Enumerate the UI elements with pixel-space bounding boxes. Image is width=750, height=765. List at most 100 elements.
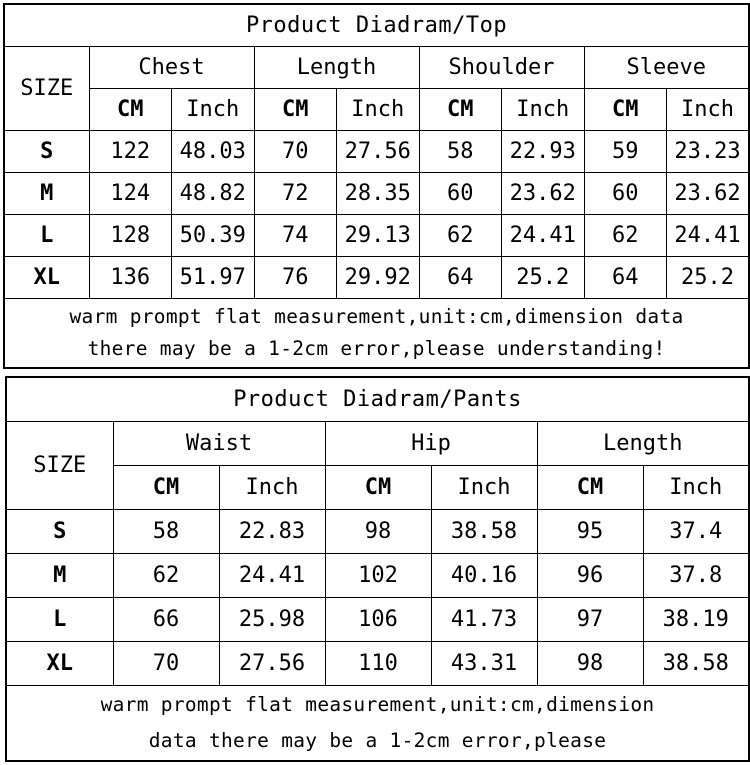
table-title: Product Diadram/Pants [5, 376, 750, 422]
value-cell: 48.82 [171, 171, 255, 215]
note-line-1: warm prompt flat measurement,unit:cm,dim… [69, 304, 684, 328]
value-cell: 102 [324, 552, 432, 598]
title-row: Product Diadram/Top [3, 3, 750, 47]
value-cell: 98 [324, 508, 432, 554]
size-cell: M [3, 171, 90, 215]
value-cell: 64 [583, 255, 667, 299]
size-cell: XL [3, 255, 90, 299]
value-cell: 124 [88, 171, 172, 215]
table-row: XL 70 27.56 110 43.31 98 38.58 [5, 640, 750, 686]
pants-size-table: Product Diadram/Pants SIZE Waist Hip Length C… [5, 376, 750, 762]
value-cell: 50.39 [171, 213, 255, 257]
size-cell: M [5, 552, 114, 598]
value-cell: 97 [536, 596, 644, 642]
value-cell: 62 [112, 552, 220, 598]
value-cell: 74 [253, 213, 337, 257]
unit-header-inch: Inch [336, 87, 420, 131]
unit-header-row: CM Inch CM Inch CM Inch [6, 464, 750, 510]
value-cell: 58 [418, 129, 502, 173]
size-cell: L [5, 596, 114, 642]
unit-header-inch: Inch [642, 464, 750, 510]
note-line-1: warm prompt flat measurement,unit:cm,dim… [100, 692, 655, 716]
value-cell: 37.8 [642, 552, 750, 598]
table-title: Product Diadram/Top [3, 3, 750, 47]
note-row: warm prompt flat measurement,unit:cm,dim… [3, 297, 750, 369]
value-cell: 38.58 [642, 640, 750, 686]
table-row: S 122 48.03 70 27.56 58 22.93 59 23.23 [3, 129, 750, 173]
size-header: SIZE [5, 420, 114, 510]
note-row: warm prompt flat measurement,unit:cm,dim… [5, 684, 750, 762]
value-cell: 64 [418, 255, 502, 299]
value-cell: 60 [583, 171, 667, 215]
value-cell: 66 [112, 596, 220, 642]
value-cell: 23.23 [666, 129, 750, 173]
value-cell: 48.03 [171, 129, 255, 173]
size-cell: L [3, 213, 90, 257]
value-cell: 40.16 [430, 552, 538, 598]
group-header: Hip [324, 420, 538, 466]
group-header: Shoulder [418, 45, 585, 89]
value-cell: 24.41 [501, 213, 585, 257]
value-cell: 58 [112, 508, 220, 554]
value-cell: 38.19 [642, 596, 750, 642]
unit-header-cm: CM [583, 87, 667, 131]
value-cell: 24.41 [218, 552, 326, 598]
value-cell: 76 [253, 255, 337, 299]
value-cell: 25.2 [666, 255, 750, 299]
value-cell: 128 [88, 213, 172, 257]
group-header: Sleeve [583, 45, 750, 89]
value-cell: 43.31 [430, 640, 538, 686]
value-cell: 95 [536, 508, 644, 554]
value-cell: 98 [536, 640, 644, 686]
value-cell: 23.62 [666, 171, 750, 215]
unit-header-row: CM Inch CM Inch CM Inch CM Inch [4, 87, 750, 131]
value-cell: 110 [324, 640, 432, 686]
top-size-table: Product Diadram/Top SIZE Chest Length Should… [3, 3, 750, 369]
table-row: M 124 48.82 72 28.35 60 23.62 60 23.62 [3, 171, 750, 215]
group-header: Length [253, 45, 420, 89]
table-row: L 128 50.39 74 29.13 62 24.41 62 24.41 [3, 213, 750, 257]
note-line-2: there may be a 1-2cm error,please unders… [87, 336, 666, 360]
value-cell: 25.98 [218, 596, 326, 642]
value-cell: 51.97 [171, 255, 255, 299]
unit-header-cm: CM [536, 464, 644, 510]
size-cell: S [3, 129, 90, 173]
value-cell: 29.92 [336, 255, 420, 299]
value-cell: 38.58 [430, 508, 538, 554]
unit-header-inch: Inch [501, 87, 585, 131]
group-header: Length [536, 420, 750, 466]
table-row: XL 136 51.97 76 29.92 64 25.2 64 25.2 [3, 255, 750, 299]
size-cell: S [5, 508, 114, 554]
group-header-row: SIZE Waist Hip Length [5, 420, 750, 510]
value-cell: 136 [88, 255, 172, 299]
value-cell: 62 [418, 213, 502, 257]
value-cell: 122 [88, 129, 172, 173]
value-cell: 70 [112, 640, 220, 686]
value-cell: 27.56 [336, 129, 420, 173]
group-header: Waist [112, 420, 326, 466]
table-row: M 62 24.41 102 40.16 96 37.8 [5, 552, 750, 598]
group-header: Chest [88, 45, 255, 89]
size-header: SIZE [3, 45, 90, 131]
unit-header-inch: Inch [666, 87, 750, 131]
value-cell: 24.41 [666, 213, 750, 257]
value-cell: 29.13 [336, 213, 420, 257]
value-cell: 62 [583, 213, 667, 257]
value-cell: 96 [536, 552, 644, 598]
note-line-2: data there may be a 1-2cm error,please [148, 728, 607, 752]
table-row: S 58 22.83 98 38.58 95 37.4 [5, 508, 750, 554]
value-cell: 27.56 [218, 640, 326, 686]
unit-header-inch: Inch [218, 464, 326, 510]
title-row: Product Diadram/Pants [5, 376, 750, 422]
unit-header-cm: CM [418, 87, 502, 131]
value-cell: 23.62 [501, 171, 585, 215]
unit-header-cm: CM [324, 464, 432, 510]
value-cell: 25.2 [501, 255, 585, 299]
value-cell: 59 [583, 129, 667, 173]
unit-header-inch: Inch [171, 87, 255, 131]
value-cell: 28.35 [336, 171, 420, 215]
value-cell: 22.83 [218, 508, 326, 554]
table-row: L 66 25.98 106 41.73 97 38.19 [5, 596, 750, 642]
value-cell: 60 [418, 171, 502, 215]
value-cell: 22.93 [501, 129, 585, 173]
